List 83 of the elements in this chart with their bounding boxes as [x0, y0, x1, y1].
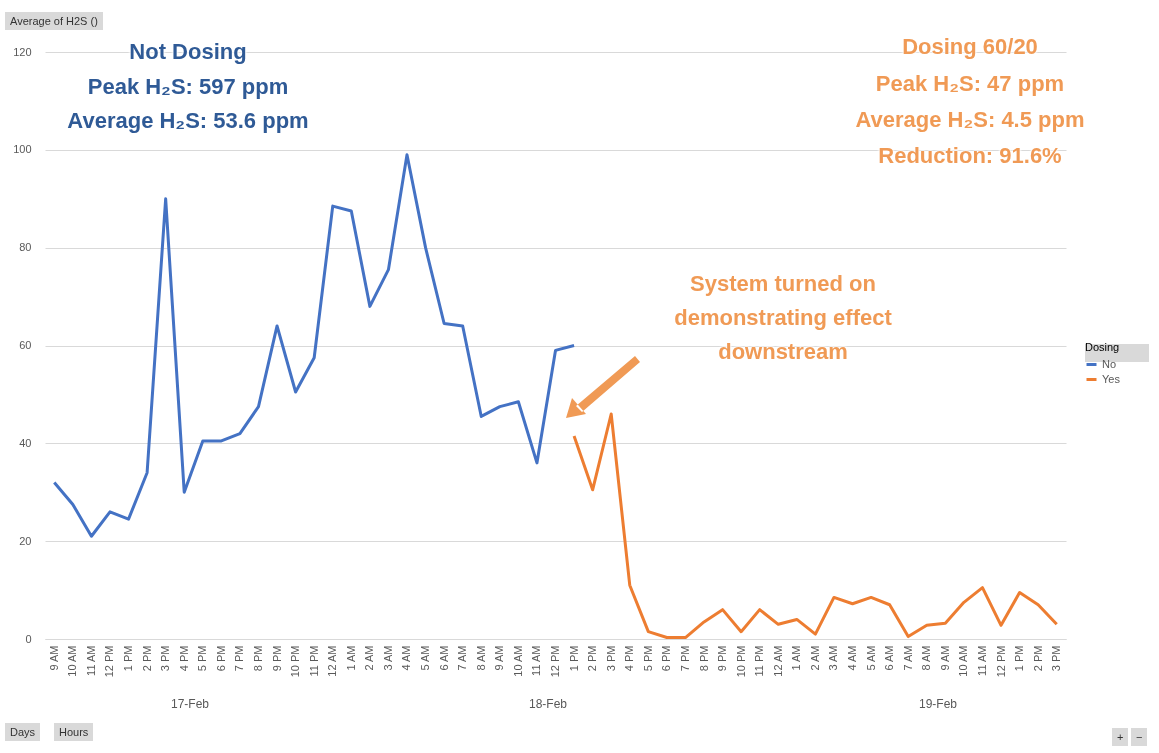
- legend-label: No: [1102, 357, 1117, 370]
- x-tick-label: 3 PM: [159, 645, 172, 672]
- x-tick-label: 3 AM: [827, 645, 840, 671]
- x-tick-label: 11 AM: [84, 645, 97, 676]
- legend-title: Dosing: [1085, 341, 1120, 353]
- x-tick-label: 8 PM: [697, 645, 710, 672]
- x-tick-label: 1 PM: [122, 645, 135, 672]
- x-tick-label: 5 AM: [864, 645, 877, 671]
- x-tick-label: 3 AM: [381, 645, 394, 671]
- x-tick-label: 11 PM: [307, 645, 320, 677]
- x-tick-label: 5 AM: [419, 645, 432, 671]
- x-tick-label: 9 AM: [493, 645, 506, 671]
- x-tick-label: 5 PM: [641, 645, 654, 672]
- x-tick-label: 1 AM: [790, 645, 803, 671]
- x-tick-label: 9 PM: [270, 645, 283, 672]
- y-tick-label: 60: [19, 339, 32, 351]
- x-tick-label: 6 PM: [214, 645, 227, 672]
- annotation: Reduction: 91.6%: [878, 142, 1062, 170]
- x-tick-label: 11 AM: [530, 645, 543, 676]
- x-tick-label: 12 PM: [103, 645, 116, 678]
- x-tick-label: 10 PM: [734, 645, 747, 678]
- annotation: System turned on demonstrating effect downstream: [673, 270, 893, 366]
- annotation: Average H₂S: 4.5 ppm: [855, 106, 1085, 134]
- x-tick-label: 7 PM: [233, 645, 246, 672]
- x-tick-label: 8 PM: [251, 645, 264, 672]
- text: 17-Feb: [170, 697, 210, 711]
- x-tick-label: 4 PM: [177, 645, 190, 672]
- text: +: [1112, 728, 1129, 746]
- x-tick-label: 4 PM: [623, 645, 636, 672]
- legend-label: Yes: [1102, 372, 1121, 385]
- x-tick-label: 12 PM: [994, 645, 1007, 678]
- x-tick-label: 7 AM: [456, 645, 469, 671]
- line-series: [52, 153, 576, 538]
- x-tick-label: 9 PM: [716, 645, 729, 672]
- y-tick-label: 20: [19, 534, 32, 547]
- x-tick-label: 8 AM: [474, 645, 487, 671]
- y-tick-label: 80: [19, 241, 32, 254]
- text: Days: [5, 723, 41, 741]
- x-tick-label: 5 PM: [196, 645, 209, 672]
- x-tick-label: 2 PM: [586, 645, 599, 672]
- x-tick-label: 6 PM: [660, 645, 673, 672]
- x-tick-label: 10 AM: [66, 645, 79, 677]
- x-tick-label: 3 PM: [604, 645, 617, 672]
- y-tick-label: 120: [13, 45, 32, 58]
- x-tick-label: 2 AM: [363, 645, 376, 671]
- x-tick-label: 10 AM: [957, 645, 970, 677]
- x-tick-label: 9 AM: [938, 645, 951, 671]
- x-tick-label: 7 AM: [901, 645, 914, 671]
- x-tick-label: 4 AM: [846, 645, 859, 671]
- x-tick-label: 2 AM: [808, 645, 821, 671]
- x-tick-label: 11 AM: [975, 645, 988, 676]
- annotation: Average H₂S: 53.6 ppm: [67, 107, 309, 135]
- annotation: Peak H₂S: 47 ppm: [875, 70, 1065, 98]
- x-tick-label: 1 AM: [344, 645, 357, 671]
- y-tick-label: 0: [25, 632, 32, 645]
- annotation: Dosing 60/20: [902, 33, 1038, 61]
- x-tick-label: 1 PM: [1013, 645, 1026, 672]
- line-series: [572, 412, 1059, 640]
- x-tick-label: 2 PM: [140, 645, 153, 672]
- x-tick-label: 12 AM: [771, 645, 784, 677]
- text: 19-Feb: [918, 697, 958, 711]
- x-tick-label: 12 PM: [549, 645, 561, 678]
- x-tick-label: 10 AM: [511, 645, 524, 677]
- x-tick-label: 6 AM: [437, 645, 450, 671]
- y-tick-label: 40: [19, 436, 32, 449]
- x-tick-label: 10 PM: [289, 645, 302, 678]
- x-tick-label: 2 PM: [1031, 645, 1044, 672]
- x-tick-label: 8 AM: [920, 645, 933, 671]
- x-tick-label: 12 AM: [326, 645, 339, 677]
- x-tick-label: 4 AM: [400, 645, 413, 671]
- annotation: Not Dosing: [129, 38, 247, 66]
- x-tick-label: 11 PM: [753, 645, 766, 677]
- x-tick-label: 6 AM: [883, 645, 896, 671]
- x-tick-label: 3 PM: [1050, 645, 1063, 672]
- text: Hours: [54, 723, 94, 741]
- x-tick-label: 9 AM: [47, 645, 60, 671]
- y-tick-label: 100: [13, 143, 32, 156]
- annotation: Peak H₂S: 597 ppm: [87, 73, 289, 101]
- x-tick-label: 7 PM: [678, 645, 691, 672]
- y-axis-title: Average of H2S (): [5, 12, 103, 30]
- text: −: [1131, 728, 1148, 746]
- text: 18-Feb: [528, 697, 568, 711]
- x-tick-label: 1 PM: [567, 645, 580, 672]
